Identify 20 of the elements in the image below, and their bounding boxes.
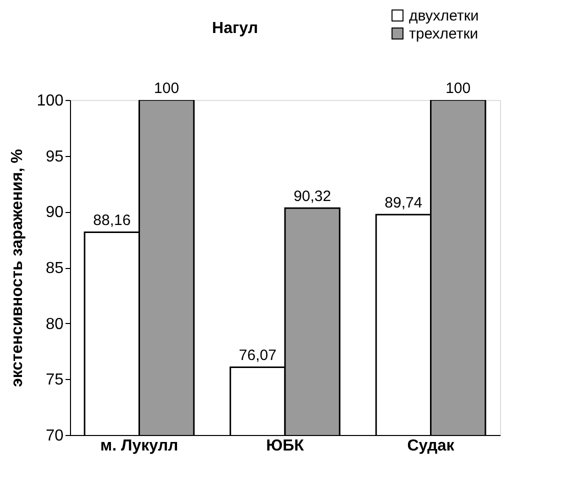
data-label: 100 xyxy=(446,80,471,97)
x-tick-label: м. Лукулл xyxy=(100,438,178,454)
y-tick-label: 85 xyxy=(46,260,64,277)
data-label: 88,16 xyxy=(93,212,131,230)
data-label: 89,74 xyxy=(384,194,422,212)
data-label: 76,07 xyxy=(238,347,276,364)
x-tick-label: ЮБК xyxy=(266,438,304,454)
y-tick-label: 95 xyxy=(46,148,64,166)
data-label: 100 xyxy=(154,80,180,97)
y-tick-label: 90 xyxy=(46,204,64,222)
y-tick-label: 70 xyxy=(46,428,64,444)
y-axis-title: экстенсивность заражения, % xyxy=(8,148,26,388)
x-tick-label: Судак xyxy=(407,438,456,454)
legend-label: трехлетки xyxy=(409,26,478,42)
data-label: 90,32 xyxy=(294,188,332,206)
y-tick-label: 100 xyxy=(36,92,64,110)
chart-title: Нагул xyxy=(212,20,258,37)
legend-label: двухлетки xyxy=(409,8,479,24)
y-tick-label: 75 xyxy=(46,372,64,389)
y-tick-label: 80 xyxy=(46,316,64,333)
